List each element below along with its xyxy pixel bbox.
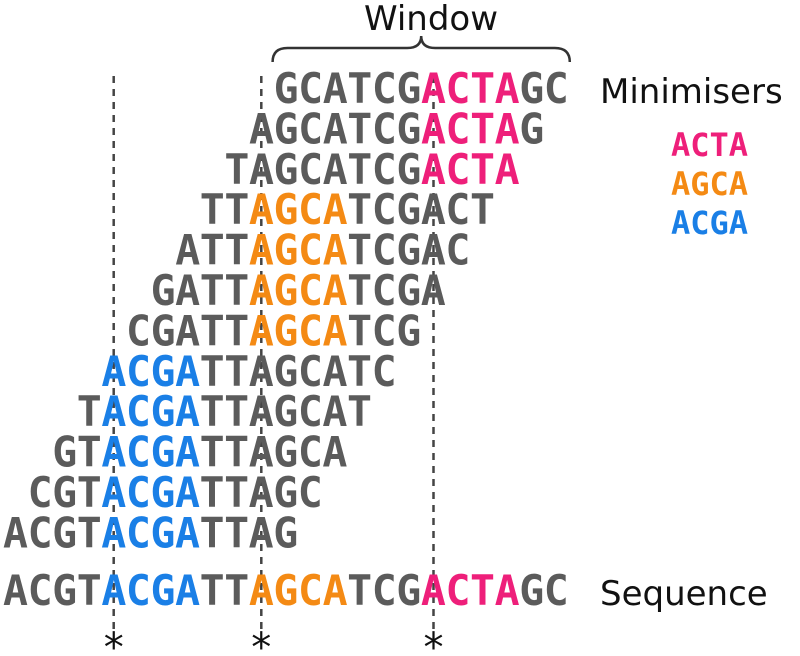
sequence-label: Sequence xyxy=(600,574,768,614)
minimiser-marker: * xyxy=(251,625,271,656)
minimiser-markers: * * * xyxy=(104,625,444,656)
minimisers-label: Minimisers xyxy=(600,72,783,112)
window-title: Window xyxy=(364,0,498,39)
window-row: ATTAGCATCGAC xyxy=(175,226,470,275)
window-row: ACGTACGATTAG xyxy=(3,508,298,557)
window-row: ACGATTAGCATC xyxy=(101,347,396,396)
full-sequence: ACGTACGATTAGCATCGACTAGC xyxy=(3,566,569,615)
window-row: TAGCATCGACTA xyxy=(224,145,519,194)
window-row: CGATTAGCATCG xyxy=(126,306,421,355)
minimiser-marker: * xyxy=(104,625,124,656)
guide-lines xyxy=(112,76,435,634)
window-brace xyxy=(271,35,572,63)
legend-item: AGCA xyxy=(671,165,748,203)
sequence-text: ACGTACGATTAGCATCGACTAGC xyxy=(3,566,569,615)
window-row: GCATCGACTAGC xyxy=(274,64,569,113)
window-row: AGCATCGACTAG xyxy=(249,104,544,153)
legend-item: ACTA xyxy=(671,126,748,164)
minimiser-marker: * xyxy=(424,625,444,656)
window-row: TACGATTAGCAT xyxy=(77,387,372,436)
window-kmers: GCATCGACTAGCAGCATCGACTAGTAGCATCGACTATTAG… xyxy=(3,64,569,557)
window-row: TTAGCATCGACT xyxy=(200,185,495,234)
window-row: CGTACGATTAGC xyxy=(28,468,323,517)
legend-item: ACGA xyxy=(671,204,748,242)
window-row: GTACGATTAGCA xyxy=(52,428,347,477)
window-row: GATTAGCATCGA xyxy=(151,266,446,315)
